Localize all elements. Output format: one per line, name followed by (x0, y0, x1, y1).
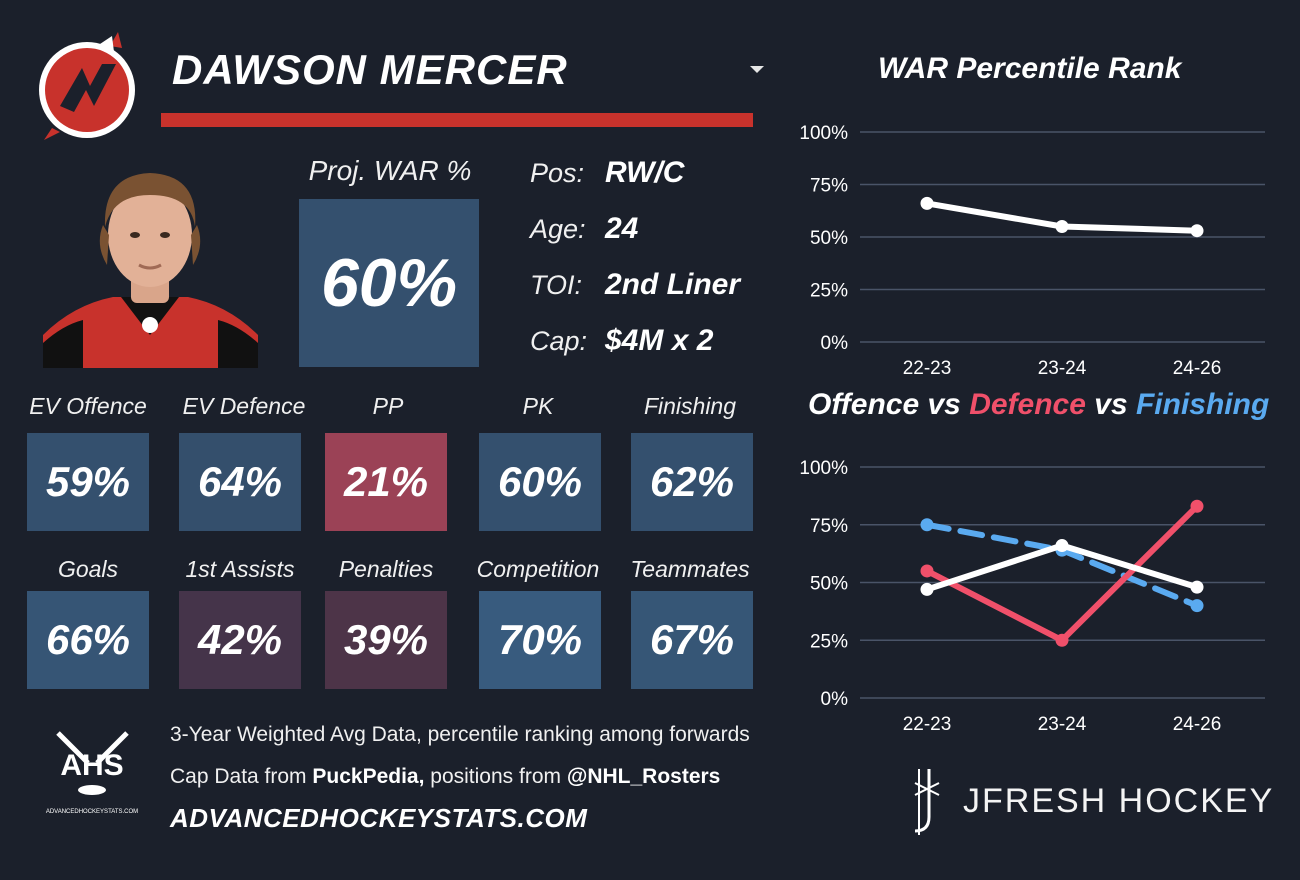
chart-title-components: Offence vs Defence vs Finishing (808, 388, 1269, 422)
title-part-finishing: Finishing (1135, 388, 1270, 421)
info-key: TOI: (530, 269, 583, 300)
x-tick-label: 22-23 (903, 714, 952, 735)
stat-label-ev-defence: EV Defence (182, 393, 306, 419)
data-point (920, 196, 934, 210)
info-key: Cap: (530, 325, 588, 356)
x-tick-label: 23-24 (1038, 358, 1087, 379)
data-point (920, 564, 934, 578)
info-age: Age: 24 (530, 209, 780, 249)
stat-label-pk: PK (522, 393, 554, 419)
x-tick-label: 24-26 (1173, 714, 1222, 735)
y-tick-label: 50% (810, 228, 848, 249)
stat-label-goals: Goals (57, 556, 119, 582)
footer-note: 3-Year Weighted Avg Data, percentile ran… (170, 723, 750, 746)
proj-war-label: Proj. WAR % (308, 155, 472, 186)
stat-box-teammates: 67% (631, 591, 753, 689)
chart-title-war: WAR Percentile Rank (878, 52, 1182, 85)
stat-box-competition: 70% (479, 591, 601, 689)
site-url: ADVANCEDHOCKEYSTATS.COM (170, 803, 588, 833)
stat-box-pk: 60% (479, 433, 601, 531)
x-tick-label: 23-24 (1038, 714, 1087, 735)
ahs-logo-small-text: ADVANCEDHOCKEYSTATS.COM (46, 809, 138, 815)
data-point (1190, 599, 1204, 613)
stat-label-ev-offence: EV Offence (29, 393, 147, 419)
title-part-vs: vs (919, 388, 970, 421)
stat-box-pp: 21% (325, 433, 447, 531)
stat-box-penalties: 39% (325, 591, 447, 689)
x-tick-label: 22-23 (903, 358, 952, 379)
jfresh-logo-icon (914, 769, 940, 835)
stat-label-penalties: Penalties (338, 556, 434, 582)
stat-box-ev-defence: 64% (179, 433, 301, 531)
nhl-rosters-link: @NHL_Rosters (566, 765, 721, 788)
stat-box-1st-assists: 42% (179, 591, 301, 689)
footer-prefix: Cap Data from (170, 765, 313, 788)
info-value: 24 (605, 212, 639, 245)
data-point (1055, 220, 1069, 233)
info-value: 2nd Liner (605, 268, 741, 301)
info-toi: TOI: 2nd Liner (530, 265, 780, 305)
stat-label-1st-assists: 1st Assists (185, 556, 295, 582)
data-point (1190, 499, 1204, 513)
name-underline (161, 113, 753, 127)
title-part-defence: Defence (969, 388, 1086, 421)
puckpedia-link: PuckPedia, (312, 765, 425, 788)
y-tick-label: 75% (810, 176, 848, 197)
chevron-down-icon[interactable] (750, 66, 764, 73)
y-tick-label: 25% (810, 281, 848, 302)
team-logo (39, 32, 135, 140)
title-part-offence: Offence (808, 388, 920, 421)
ahs-logo: AHS ADVANCEDHOCKEYSTATS.COM (46, 731, 138, 815)
footer-sources: Cap Data from PuckPedia, positions from … (170, 765, 720, 789)
data-point (1190, 580, 1204, 594)
footer-mid: positions from (424, 765, 567, 788)
data-point (1055, 633, 1069, 647)
x-tick-label: 24-26 (1173, 358, 1222, 379)
info-pos: Pos: RW/C (530, 153, 780, 193)
y-tick-label: 25% (810, 631, 848, 652)
player-name: DAWSON MERCER (172, 46, 568, 93)
y-tick-label: 75% (810, 516, 848, 537)
info-value: $4M x 2 (605, 324, 714, 357)
data-point (1055, 539, 1069, 553)
info-key: Age: (530, 213, 586, 244)
ahs-logo-text: AHS (60, 749, 123, 782)
title-part-vs: vs (1085, 388, 1136, 421)
y-tick-label: 100% (799, 458, 848, 479)
info-key: Pos: (530, 157, 585, 188)
stat-box-goals: 66% (27, 591, 149, 689)
player-headshot (43, 173, 258, 368)
war-percentile-chart: 100% 75% 50% 25% 0% 22-23 23-24 24-26 (799, 123, 1265, 379)
stat-box-ev-offence: 59% (27, 433, 149, 531)
info-value: RW/C (605, 156, 685, 189)
stat-label-teammates: Teammates (630, 556, 750, 582)
stat-label-finishing: Finishing (643, 393, 737, 419)
data-point (920, 582, 934, 596)
stat-label-competition: Competition (476, 556, 600, 582)
y-tick-label: 0% (821, 689, 849, 710)
jfresh-brand: JFRESH HOCKEY (905, 765, 1285, 837)
y-tick-label: 0% (821, 333, 849, 354)
proj-war-value: 60% (299, 199, 479, 367)
stat-label-pp: PP (372, 393, 404, 419)
jfresh-brand-text: JFRESH HOCKEY (963, 781, 1275, 820)
y-tick-label: 50% (810, 574, 848, 595)
y-tick-label: 100% (799, 123, 848, 144)
info-cap: Cap: $4M x 2 (530, 321, 780, 361)
data-point (920, 518, 934, 532)
components-chart: 100% 75% 50% 25% 0% 22-23 23-24 24-26 (799, 458, 1265, 735)
stat-box-finishing: 62% (631, 433, 753, 531)
data-point (1190, 224, 1204, 238)
